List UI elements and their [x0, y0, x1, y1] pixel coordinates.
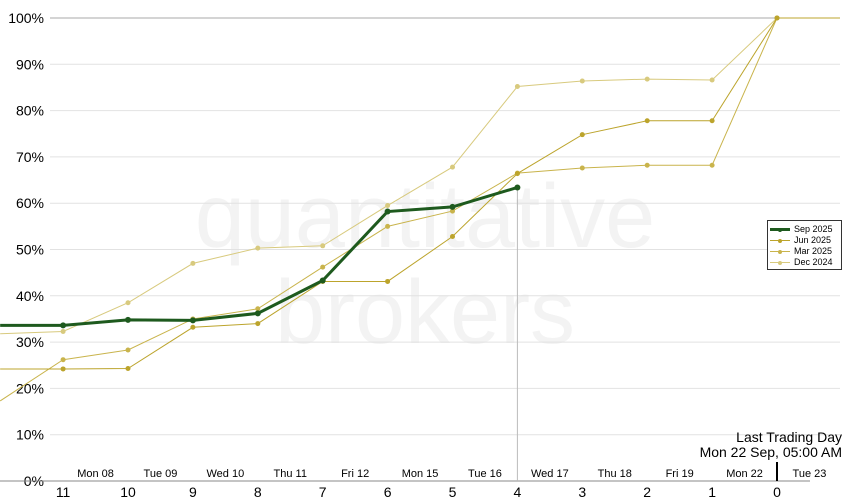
data-point [320, 243, 326, 249]
y-tick-label: 60% [16, 195, 44, 211]
legend-item-jun-2025[interactable]: Jun 2025 [768, 234, 841, 245]
x-tick-label: 1 [708, 484, 716, 500]
data-point [384, 208, 391, 215]
legend-item-dec-2024[interactable]: Dec 2024 [768, 256, 841, 267]
date-label: Tue 23 [793, 468, 827, 480]
y-tick-label: 70% [16, 149, 44, 165]
data-point [449, 203, 456, 210]
data-point [450, 234, 455, 240]
data-point [385, 223, 391, 229]
data-point [774, 15, 780, 21]
legend-swatch [770, 223, 790, 235]
date-label: Tue 09 [144, 468, 178, 480]
x-tick-label: 8 [254, 484, 262, 500]
data-point [579, 132, 585, 138]
data-point [125, 347, 131, 353]
data-point [125, 316, 131, 323]
watermark-line-2: brokers [274, 263, 576, 363]
series-line [0, 186, 518, 327]
y-tick-label: 50% [16, 242, 44, 258]
legend-swatch [770, 234, 790, 246]
y-tick-label: 80% [16, 103, 44, 119]
data-point [320, 264, 326, 270]
last-trading-day-title: Last Trading Day [736, 429, 842, 445]
date-label: Thu 11 [274, 468, 307, 480]
x-tick-label: 5 [449, 484, 457, 500]
y-tick-label: 40% [16, 288, 44, 304]
legend-swatch [770, 245, 790, 257]
series-line [0, 17, 778, 335]
data-point [709, 77, 715, 83]
data-point [709, 118, 715, 124]
date-label: Tue 16 [468, 468, 502, 480]
data-point [255, 245, 261, 251]
x-tick-label: 11 [56, 484, 71, 500]
legend-label: Jun 2025 [794, 234, 832, 245]
series-line [0, 17, 840, 370]
date-label: Mon 08 [77, 468, 114, 480]
series-sep-2025 [0, 184, 521, 329]
y-tick-label: 20% [16, 380, 44, 396]
x-tick-label: 7 [319, 484, 327, 500]
last-trading-day-label: Last Trading Day Mon 22 Sep, 05:00 AM [700, 430, 842, 460]
legend: Sep 2025 Jun 2025 Mar 2025 Dec 2024 [767, 220, 842, 270]
y-tick-label: 100% [8, 10, 44, 26]
date-label: Fri 12 [341, 468, 369, 480]
data-point [709, 162, 715, 168]
x-tick-label: 6 [384, 484, 392, 500]
x-tick-label: 4 [514, 484, 522, 500]
date-label: Mon 15 [402, 468, 439, 480]
data-point [579, 165, 585, 171]
date-label: Wed 10 [206, 468, 244, 480]
y-tick-label: 90% [16, 56, 44, 72]
data-point [60, 328, 66, 334]
x-tick-label: 0 [773, 484, 781, 500]
data-point [514, 184, 521, 191]
data-point [60, 366, 66, 372]
date-label: Wed 17 [531, 468, 569, 480]
data-point [255, 321, 261, 327]
legend-label: Dec 2024 [794, 256, 833, 267]
y-tick-label: 10% [16, 427, 44, 443]
y-tick-label: 30% [16, 334, 44, 350]
data-point [385, 278, 391, 284]
data-point [189, 317, 196, 324]
date-label: Mon 22 [726, 468, 763, 480]
legend-label: Mar 2025 [794, 245, 833, 256]
legend-swatch [770, 256, 790, 268]
data-point [190, 324, 196, 330]
data-point [514, 84, 520, 90]
data-point [125, 365, 131, 371]
data-point [579, 78, 585, 84]
series-mar-2025 [0, 15, 780, 402]
last-trading-day-date: Mon 22 Sep, 05:00 AM [699, 444, 842, 460]
data-point [319, 277, 326, 284]
legend-label: Sep 2025 [794, 223, 833, 234]
data-point [450, 208, 455, 214]
data-point [385, 203, 391, 209]
data-point [644, 76, 650, 82]
data-point [644, 162, 650, 168]
date-label: Thu 18 [598, 468, 632, 480]
data-point [644, 118, 650, 124]
x-tick-label: 3 [578, 484, 586, 500]
date-label: Fri 19 [666, 468, 694, 480]
data-point [125, 300, 131, 306]
x-tick-label: 9 [189, 484, 197, 500]
watermark-line-1: quantitative [194, 167, 656, 267]
series-dec-2024 [0, 15, 780, 335]
data-point [255, 306, 261, 312]
data-point [514, 171, 520, 177]
legend-item-mar-2025[interactable]: Mar 2025 [768, 245, 841, 256]
data-point [254, 310, 261, 317]
data-point [60, 357, 66, 363]
x-tick-label: 10 [120, 484, 136, 500]
data-point [450, 164, 455, 170]
x-tick-label: 2 [643, 484, 651, 500]
data-point [190, 260, 196, 266]
legend-item-sep-2025[interactable]: Sep 2025 [768, 223, 841, 234]
data-point [60, 322, 67, 329]
